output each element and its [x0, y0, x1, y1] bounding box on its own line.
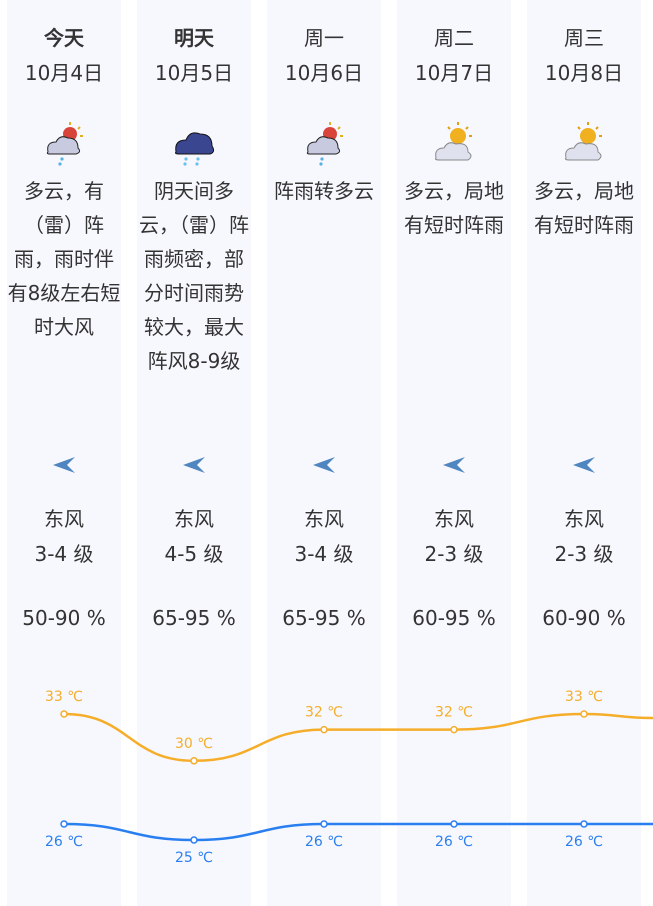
forecast-day-column: 周三 10月8日 多云，局地有短时阵雨 东风 2-3 级 60-90 % — [527, 0, 641, 906]
date-label: 10月7日 — [414, 61, 494, 85]
wind-direction-arrow-icon — [183, 457, 205, 473]
date-label: 10月8日 — [544, 61, 624, 85]
humidity: 65-95 % — [282, 606, 366, 630]
wind-direction: 东风 — [434, 507, 474, 531]
weather-description: 多云，局地有短时阵雨 — [534, 179, 634, 237]
humidity: 60-95 % — [412, 606, 496, 630]
wind-direction: 东风 — [174, 507, 214, 531]
wind-level: 4-5 级 — [164, 542, 224, 566]
partly-cloudy-thunder-rain-icon — [46, 122, 83, 166]
wind-direction: 东风 — [564, 507, 604, 531]
forecast-day-column: 明天 10月5日 阴天间多云，（雷）阵雨频密，部分时间雨势较大，最大阵风8-9级… — [137, 0, 251, 906]
wind-level: 3-4 级 — [34, 542, 94, 566]
partly-cloudy-icon — [435, 122, 472, 161]
overcast-rain-icon — [175, 132, 215, 166]
date-label: 10月5日 — [154, 61, 234, 85]
wind-direction-arrow-icon — [443, 457, 465, 473]
partly-cloudy-rain-icon — [306, 122, 343, 166]
wind-level: 2-3 级 — [424, 542, 484, 566]
forecast-day-column: 今天 10月4日 多云，有（雷）阵雨，雨时伴有8级左右短时大风 东风 3-4 级… — [7, 0, 121, 906]
weather-description: 阵雨转多云 — [274, 179, 374, 203]
day-label: 今天 — [44, 26, 84, 50]
date-label: 10月4日 — [24, 61, 104, 85]
day-label: 周一 — [304, 26, 344, 50]
weather-description: 阴天间多云，（雷）阵雨频密，部分时间雨势较大，最大阵风8-9级 — [139, 179, 249, 373]
date-label: 10月6日 — [284, 61, 364, 85]
weather-description: 多云，局地有短时阵雨 — [404, 179, 504, 237]
day-label: 周三 — [564, 26, 604, 50]
day-label: 明天 — [174, 26, 214, 50]
wind-direction-arrow-icon — [573, 457, 595, 473]
wind-direction-arrow-icon — [53, 457, 75, 473]
forecast-day-column: 周二 10月7日 多云，局地有短时阵雨 东风 2-3 级 60-95 % — [397, 0, 511, 906]
wind-level: 3-4 级 — [294, 542, 354, 566]
humidity: 65-95 % — [152, 606, 236, 630]
wind-level: 2-3 级 — [554, 542, 614, 566]
humidity: 60-90 % — [542, 606, 626, 630]
day-label: 周二 — [434, 26, 474, 50]
wind-direction: 东风 — [44, 507, 84, 531]
forecast-day-column: 周一 10月6日 阵雨转多云 东风 3-4 级 65-95 % — [267, 0, 381, 906]
wind-direction: 东风 — [304, 507, 344, 531]
partly-cloudy-icon — [565, 122, 602, 161]
wind-direction-arrow-icon — [313, 457, 335, 473]
weather-description: 多云，有（雷）阵雨，雨时伴有8级左右短时大风 — [7, 179, 121, 339]
humidity: 50-90 % — [22, 606, 106, 630]
